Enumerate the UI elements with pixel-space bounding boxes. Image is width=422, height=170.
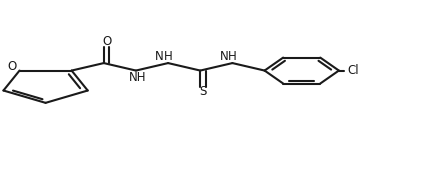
Text: H: H [164,50,173,63]
Text: O: O [7,60,16,73]
Text: O: O [102,35,111,48]
Text: NH: NH [129,71,146,83]
Text: H: H [228,50,237,63]
Text: N: N [155,50,164,63]
Text: N: N [219,50,228,63]
Text: S: S [199,85,207,98]
Text: Cl: Cl [348,64,360,77]
